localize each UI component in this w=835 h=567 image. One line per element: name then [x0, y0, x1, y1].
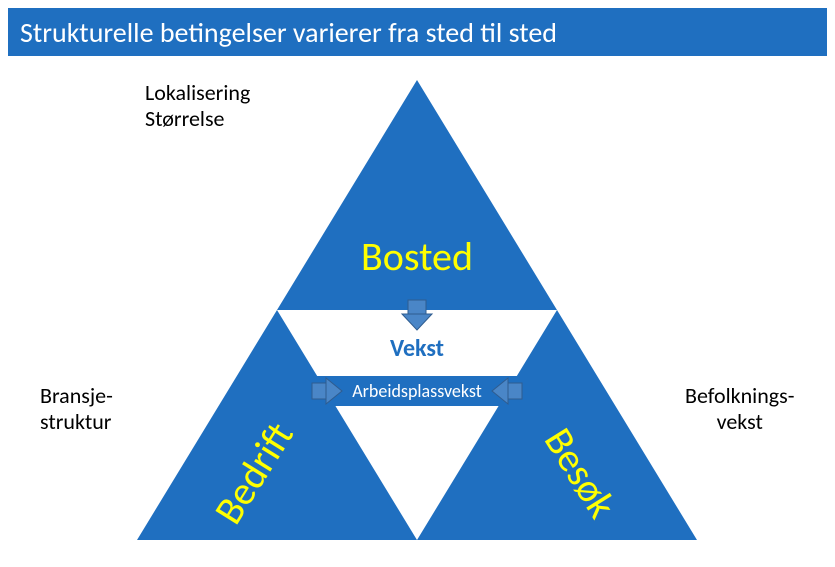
triangle-diagram: Bosted Bedrift Besøk Vekst Arbeidsplassv… [0, 60, 835, 560]
diagram-stage: Strukturelle betingelser varierer fra st… [0, 0, 835, 567]
title-bar: Strukturelle betingelser varierer fra st… [8, 8, 827, 56]
triangle-right [417, 310, 697, 540]
center-label: Vekst [390, 334, 444, 363]
triangle-top-label: Bosted [361, 232, 473, 281]
page-title: Strukturelle betingelser varierer fra st… [20, 15, 557, 50]
center-band-label: Arbeidsplassvekst [352, 380, 482, 402]
